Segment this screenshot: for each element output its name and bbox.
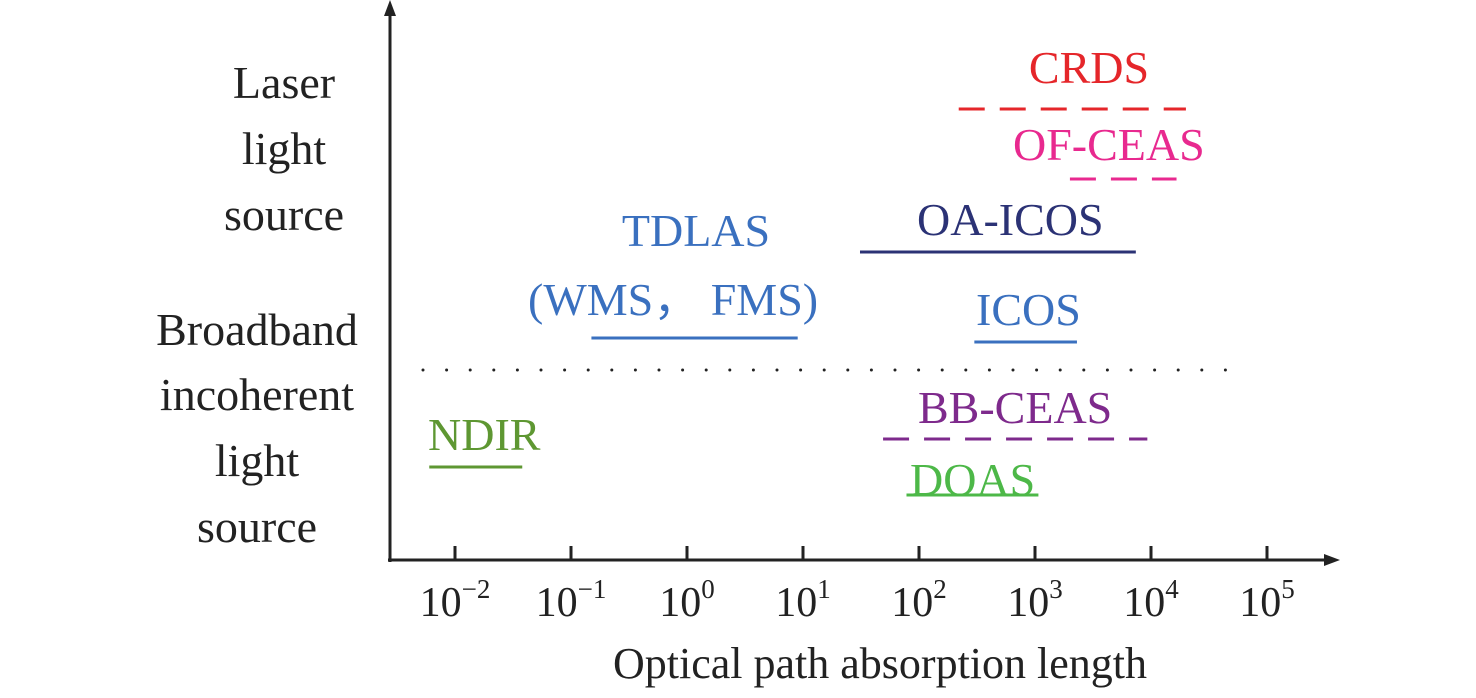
technique-crds: CRDS [958,42,1186,111]
technique-sublabel: (WMS， FMS) [528,274,818,325]
technique-doas: DOAS [906,454,1039,505]
x-axis-arrow [1324,554,1340,566]
x-tick-label: 101 [775,574,831,626]
category-label: source [224,189,344,240]
technique-label: DOAS [910,454,1035,505]
x-tick-label: 102 [891,574,947,626]
x-axis-label: Optical path absorption length [613,639,1147,688]
technique-label: BB-CEAS [918,382,1112,433]
technique-ndir: NDIR [428,409,541,469]
technique-oa-icos: OA-ICOS [859,194,1136,254]
category-label: light [242,123,327,174]
technique-label: ICOS [976,284,1081,335]
technique-label: CRDS [1029,42,1149,93]
axes [384,0,1340,566]
x-tick-label: 105 [1239,574,1295,626]
x-tick-label: 104 [1123,574,1179,626]
technique-bb-ceas: BB-CEAS [883,382,1148,441]
technique-label: NDIR [428,409,541,460]
x-tick-label: 103 [1007,574,1063,626]
technique-of-ceas: OF-CEAS [1013,119,1205,181]
category-label: Laser [233,57,335,108]
x-tick-label: 10−2 [420,574,491,626]
technique-label: TDLAS [622,205,770,256]
technique-tdlas: TDLAS (WMS， FMS) [528,205,818,340]
category-label: incoherent [160,369,354,420]
technique-icos: ICOS [974,284,1081,344]
category-label: Broadband [156,304,358,355]
x-tick-label: 10−1 [536,574,607,626]
y-axis-arrow [384,0,396,16]
x-tick-label: 100 [659,574,715,626]
technique-label: OF-CEAS [1013,119,1205,170]
technique-label: OA-ICOS [917,194,1104,245]
category-label: source [197,501,317,552]
category-label: light [215,435,300,486]
